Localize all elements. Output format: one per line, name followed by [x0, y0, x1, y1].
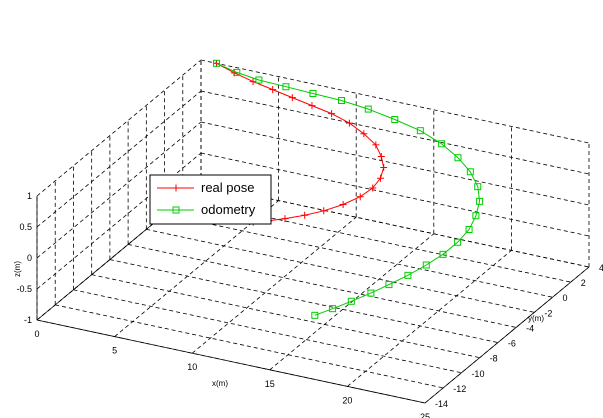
grid-line-floor-y: [91, 274, 480, 359]
data-point-odometry: [255, 76, 263, 84]
y-tick-label: -2: [544, 308, 552, 318]
x-tick-label: 15: [265, 379, 275, 389]
grid-line-back-wall-z: [200, 152, 590, 237]
z-tick-label: 0.5: [19, 222, 32, 232]
data-point-odometry: [416, 127, 424, 135]
y-tick-label: 4: [599, 263, 603, 273]
data-point-odometry: [438, 140, 446, 148]
data-point-real-pose: [377, 153, 385, 161]
z-tick-label: 0: [27, 253, 32, 263]
data-point-real-pose: [328, 110, 336, 118]
legend-label-odometry: odometry: [201, 202, 256, 217]
grid-line-floor-y: [73, 289, 462, 374]
series-layer: [213, 59, 484, 319]
legend-label-real-pose: real pose: [201, 180, 254, 195]
z-tick-label: 1: [27, 191, 32, 201]
grid-line-floor-y: [55, 304, 444, 389]
data-point-real-pose: [269, 86, 277, 94]
legend-box: [149, 174, 272, 225]
data-point-odometry: [472, 212, 480, 220]
data-point-real-pose: [372, 141, 380, 149]
grid-line-back-wall-z: [200, 90, 590, 175]
data-point-odometry: [454, 238, 462, 246]
y-tick-label: -4: [526, 323, 534, 333]
data-point-real-pose: [360, 130, 368, 138]
legend-marker-real-pose: [172, 184, 180, 192]
y-tick-label: -6: [508, 339, 516, 349]
data-point-odometry: [391, 116, 399, 124]
grid-line-floor-y: [146, 228, 535, 313]
data-point-odometry: [476, 197, 484, 205]
data-point-odometry: [466, 168, 474, 176]
data-point-real-pose: [288, 94, 296, 102]
grid-line-side-wall-z: [36, 90, 202, 228]
data-point-odometry: [233, 68, 241, 76]
data-point-real-pose: [380, 164, 388, 172]
data-point-real-pose: [339, 200, 347, 208]
y-tick-label: -14: [435, 399, 448, 409]
grid-line-floor-y: [128, 244, 517, 328]
y-tick-label: -10: [471, 369, 484, 379]
data-point-real-pose: [301, 211, 309, 219]
data-point-odometry: [347, 297, 355, 305]
y-tick-label: 0: [563, 293, 568, 303]
grid-line-back-wall-z: [200, 59, 590, 144]
data-point-real-pose: [320, 207, 328, 215]
grid-line-floor-x: [347, 250, 512, 387]
tick-layer: 0510152025420-2-4-6-8-10-12-1410.50-0.5-…: [16, 191, 603, 418]
data-point-odometry: [338, 97, 346, 105]
data-point-odometry: [454, 154, 462, 162]
series-line-odometry: [216, 62, 481, 316]
z-tick-label: -1: [24, 315, 32, 325]
grid-line-floor-y: [164, 213, 553, 298]
data-point-odometry: [422, 261, 430, 269]
grid-line-side-wall-z: [36, 59, 202, 197]
data-point-real-pose: [249, 78, 257, 86]
axes-layer: [36, 183, 590, 404]
data-point-odometry: [311, 311, 319, 319]
data-point-odometry: [385, 281, 393, 289]
y-tick-label: 2: [581, 278, 586, 288]
grid-line-side-wall-z: [36, 121, 202, 259]
x-axis-line: [36, 319, 426, 404]
data-point-odometry: [282, 83, 290, 91]
y-tick-label: -12: [453, 384, 466, 394]
data-point-real-pose: [345, 119, 353, 127]
grid-line-back-wall-z: [200, 121, 590, 206]
x-axis-label: x(m): [212, 379, 228, 388]
x-tick-label: 10: [187, 362, 197, 372]
data-point-real-pose: [281, 215, 289, 223]
grid-line-floor-y: [109, 259, 498, 343]
y-axis-line: [424, 266, 590, 404]
y-tick-label: -8: [490, 354, 498, 364]
z-tick-label: -0.5: [16, 284, 32, 294]
x-tick-label: 0: [34, 329, 39, 339]
data-point-odometry: [439, 250, 447, 258]
data-point-odometry: [404, 271, 412, 279]
legend-marker-odometry: [172, 206, 180, 214]
x-tick-label: 20: [342, 395, 352, 405]
grid-line-floor-x: [269, 233, 435, 371]
data-point-real-pose: [369, 184, 377, 192]
x-tick-label: 25: [420, 412, 430, 418]
z-axis-label: z(m): [13, 261, 22, 277]
data-point-odometry: [465, 225, 473, 233]
data-point-odometry: [213, 59, 221, 67]
data-point-real-pose: [308, 102, 316, 110]
data-point-real-pose: [377, 174, 385, 182]
grid-layer: [36, 59, 590, 404]
grid-line-floor-x: [191, 216, 357, 354]
legend: real pose odometry: [149, 174, 272, 225]
data-point-odometry: [367, 289, 375, 297]
data-point-odometry: [474, 183, 482, 191]
data-point-odometry: [309, 89, 317, 97]
data-point-odometry: [329, 305, 337, 313]
data-point-odometry: [364, 105, 372, 113]
x-tick-label: 5: [112, 346, 117, 356]
y-axis-label: y(m): [528, 314, 544, 323]
data-point-real-pose: [356, 193, 364, 201]
